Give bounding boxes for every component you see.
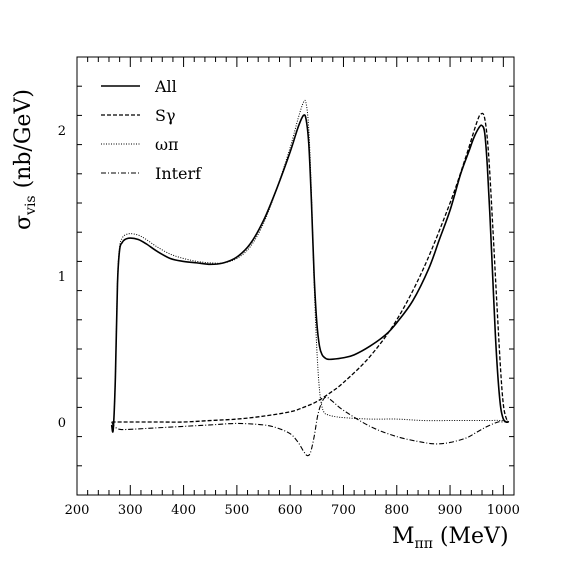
x-tick-label: 700	[331, 503, 356, 518]
y-tick-label: 2	[58, 124, 66, 139]
legend-label-all: All	[154, 77, 177, 96]
x-axis-unit: (MeV)	[433, 524, 509, 549]
x-axis-symbol: M	[392, 524, 415, 549]
series-line-all	[110, 114, 509, 433]
x-tick-label: 400	[171, 503, 196, 518]
y-axis-symbol: σ	[11, 215, 36, 230]
x-tick-label: 200	[65, 503, 90, 518]
legend-label-s-gamma: Sγ	[155, 106, 176, 125]
data-series	[110, 99, 510, 457]
y-axis-title: σvis (nb/GeV)	[11, 89, 39, 230]
y-tick-label: 1	[58, 270, 66, 285]
x-axis-title: Mππ (MeV)	[392, 524, 509, 552]
x-tick-label: 300	[118, 503, 143, 518]
series-line-interference	[111, 396, 509, 457]
y-axis-unit: (nb/GeV)	[11, 89, 36, 195]
legend-label-interference: Interf	[155, 164, 202, 183]
x-tick-label: 600	[278, 503, 303, 518]
y-axis-subscript: vis	[23, 195, 39, 216]
x-axis-subscript: ππ	[415, 536, 433, 552]
x-tick-label: 900	[438, 503, 463, 518]
legend: All Sγ ωπ Interf	[101, 77, 202, 183]
x-tick-label: 800	[384, 503, 409, 518]
series-line-omega-pi	[111, 99, 509, 433]
axis-ticks	[76, 56, 514, 496]
tick-labels: 200 300 400 500 600 700 800 900 1000 0 1 2	[58, 124, 520, 518]
series-line-s-gamma	[111, 112, 510, 423]
x-tick-label: 500	[224, 503, 249, 518]
y-tick-label: 0	[58, 416, 66, 431]
plot-frame	[76, 56, 515, 496]
legend-label-omega-pi: ωπ	[155, 135, 179, 154]
x-tick-label: 1000	[487, 503, 520, 518]
